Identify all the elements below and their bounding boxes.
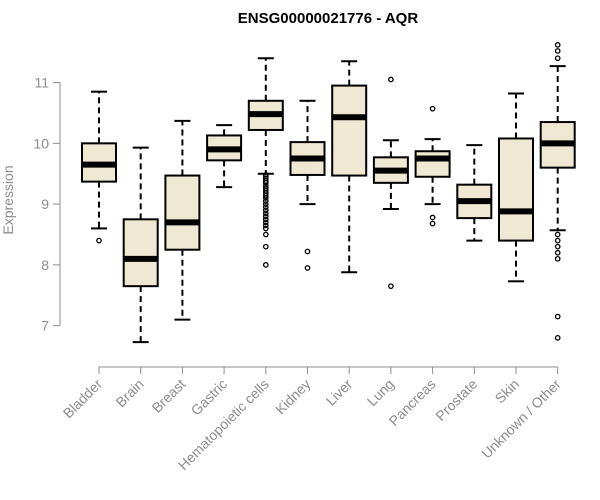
outlier-point [554,334,561,341]
outlier-point [429,105,436,112]
x-tick-label: Skin [492,376,523,407]
iqr-box [164,174,201,251]
outlier-point [96,237,102,244]
outlier-point [262,198,269,204]
x-tick-label: Breast [149,376,189,416]
outlier-point [388,76,394,83]
box-gastric [206,124,243,189]
box-liver [331,60,368,274]
box-prostate [456,144,493,242]
outlier-point [262,204,269,211]
outlier-point [262,219,269,226]
outlier-point [262,192,269,199]
x-tick-label: Lung [364,376,397,409]
x-tick-label: Brain [112,376,146,410]
outlier-point [554,313,561,320]
outlier-point [262,216,269,223]
outlier-point [262,231,269,238]
outlier-point [262,172,269,178]
outlier-point [554,255,561,262]
y-tick-label: 10 [33,135,49,151]
chart-title: ENSG00000021776 - AQR [238,10,419,27]
outlier-point [262,195,269,201]
outlier-point [554,243,561,250]
outlier-point [262,243,269,250]
iqr-box [498,137,534,242]
y-tick-label: 11 [34,75,49,91]
x-tick-label: Prostate [432,376,480,424]
box-brain [122,146,159,344]
y-axis-label: Expression [0,165,16,234]
outlier-point [262,262,269,268]
outlier-point [554,55,561,62]
y-tick-label: 7 [41,318,49,334]
outlier-point [554,231,561,238]
outlier-point [554,42,561,48]
outlier-point [262,225,269,232]
outlier-point [262,207,269,214]
outlier-point [554,48,561,54]
outlier-point [304,248,311,255]
outlier-point [262,222,269,229]
box-kidney [289,99,326,271]
x-tick-label: Kidney [272,376,314,418]
x-tick-label: Bladder [60,376,106,422]
x-tick-label: Liver [323,376,356,409]
outlier-point [388,283,394,290]
box-unknown-other [539,42,576,341]
box-pancreas [414,105,451,227]
outlier-point [262,213,269,220]
y-tick-label: 9 [41,196,49,212]
outlier-point [262,201,269,207]
outlier-point [262,179,269,186]
box-breast [164,119,201,321]
box-lung [372,76,409,290]
x-tick-label: Unknown / Other [478,376,564,462]
box-skin [498,92,534,283]
iqr-box [122,218,159,288]
outlier-point [554,237,561,244]
outlier-point [429,214,436,221]
boxes-group [81,42,576,344]
outlier-point [262,210,269,217]
outlier-point [304,265,311,271]
iqr-box [331,84,368,177]
iqr-box [414,150,451,178]
y-axis: 7 8 9 10 11 [33,75,61,334]
box-hematopoietic-cells [247,57,284,268]
outlier-point [429,220,436,227]
outlier-point [554,249,561,256]
y-tick-label: 8 [41,257,49,273]
box-bladder [81,90,117,244]
